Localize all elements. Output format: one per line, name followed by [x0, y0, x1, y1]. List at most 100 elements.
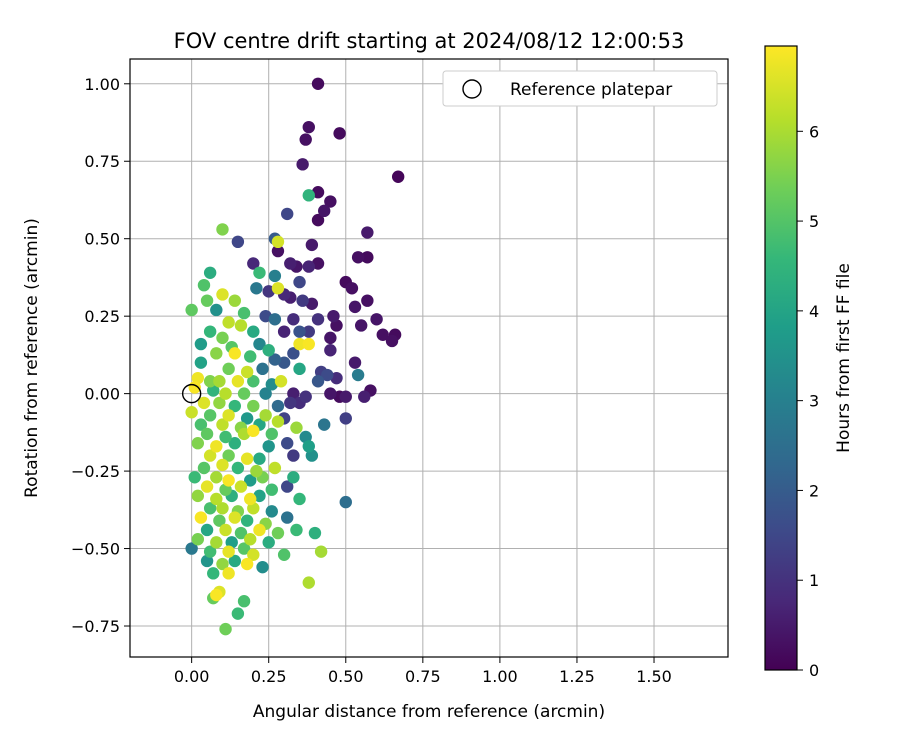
data-point [376, 328, 389, 341]
data-point [281, 207, 294, 221]
data-point [287, 313, 300, 326]
data-point [256, 362, 269, 376]
data-point [253, 523, 266, 537]
x-tick-label: 1.25 [559, 667, 595, 686]
data-point [185, 542, 198, 555]
data-point [240, 365, 254, 379]
data-point [271, 235, 285, 249]
data-point [305, 238, 319, 252]
data-point [302, 337, 315, 351]
data-point [302, 576, 315, 589]
legend: Reference platepar [442, 70, 718, 107]
data-point [351, 251, 365, 264]
data-point [327, 309, 340, 323]
data-point [324, 344, 337, 357]
data-point [231, 461, 245, 475]
legend-label: Reference platepar [510, 80, 672, 100]
x-axis-label: Angular distance from reference (arcmin) [253, 702, 605, 722]
data-point [237, 542, 251, 555]
data-point [216, 331, 229, 345]
data-point [231, 607, 245, 620]
data-point [348, 300, 362, 314]
data-point [281, 480, 294, 493]
colorbar-tick-label: 0 [809, 661, 819, 680]
data-point [188, 471, 201, 484]
data-point [207, 567, 220, 580]
y-tick-label: 1.00 [84, 75, 120, 94]
data-point [203, 545, 217, 558]
data-point [333, 127, 346, 140]
data-point [299, 390, 312, 403]
data-point [287, 471, 300, 484]
data-point [228, 437, 242, 450]
data-point [265, 483, 278, 496]
colorbar-label: Hours from first FF file [834, 263, 854, 453]
data-point [191, 533, 205, 546]
data-point [293, 492, 306, 506]
data-point [237, 387, 251, 400]
data-point [324, 387, 337, 400]
data-point [281, 437, 294, 450]
data-point [311, 375, 325, 388]
x-tick-label: 0.25 [251, 667, 287, 686]
data-point [210, 440, 223, 453]
data-point [293, 362, 306, 376]
data-point [185, 406, 198, 419]
data-point [194, 511, 208, 524]
data-point [234, 319, 248, 332]
data-point [277, 548, 291, 561]
data-point [268, 461, 282, 475]
data-point [317, 204, 331, 218]
data-point [228, 511, 242, 524]
data-point [361, 294, 374, 307]
plot-frame [129, 58, 729, 658]
data-point [358, 390, 371, 403]
data-point [314, 545, 328, 558]
colorbar-tick-label: 5 [809, 212, 819, 231]
data-point [210, 536, 223, 549]
data-point [185, 303, 198, 317]
data-point [228, 294, 242, 307]
data-point [244, 533, 257, 546]
chart-title: FOV centre drift starting at 2024/08/12 … [174, 29, 685, 53]
data-point [277, 325, 291, 338]
data-point [293, 325, 306, 338]
x-tick-label: 0.00 [174, 667, 210, 686]
data-point [210, 347, 223, 360]
data-point [216, 557, 229, 571]
x-tick-label: 1.50 [636, 667, 672, 686]
data-point [222, 545, 235, 558]
data-point [324, 331, 337, 345]
data-point [259, 387, 272, 400]
data-point [197, 461, 211, 475]
data-point [200, 480, 214, 493]
colorbar-tick-label: 4 [809, 302, 819, 321]
x-axis-ticks: 0.00 0.25 0.50 0.75 1.00 1.25 1.50 [174, 657, 672, 686]
data-point [210, 471, 223, 484]
data-point [213, 396, 226, 410]
data-point [228, 554, 242, 568]
data-point [216, 223, 229, 236]
data-point [281, 511, 294, 524]
data-point [317, 418, 331, 431]
data-point [203, 325, 217, 338]
data-point [194, 337, 208, 351]
data-point [197, 278, 211, 292]
data-point [203, 502, 217, 515]
data-point [244, 350, 257, 363]
data-point [253, 266, 266, 279]
data-point [268, 353, 282, 366]
data-point [216, 502, 229, 515]
data-point [244, 474, 257, 487]
data-point [240, 452, 254, 465]
data-point [361, 226, 374, 239]
data-point [268, 269, 282, 283]
data-point [237, 595, 251, 608]
data-point [244, 492, 257, 506]
data-point [302, 120, 315, 134]
colorbar: 0 1 2 3 4 5 6 Hours from first FF file [764, 45, 854, 680]
data-point [262, 536, 275, 549]
y-tick-label: 0.25 [84, 307, 120, 326]
data-point [284, 396, 297, 410]
